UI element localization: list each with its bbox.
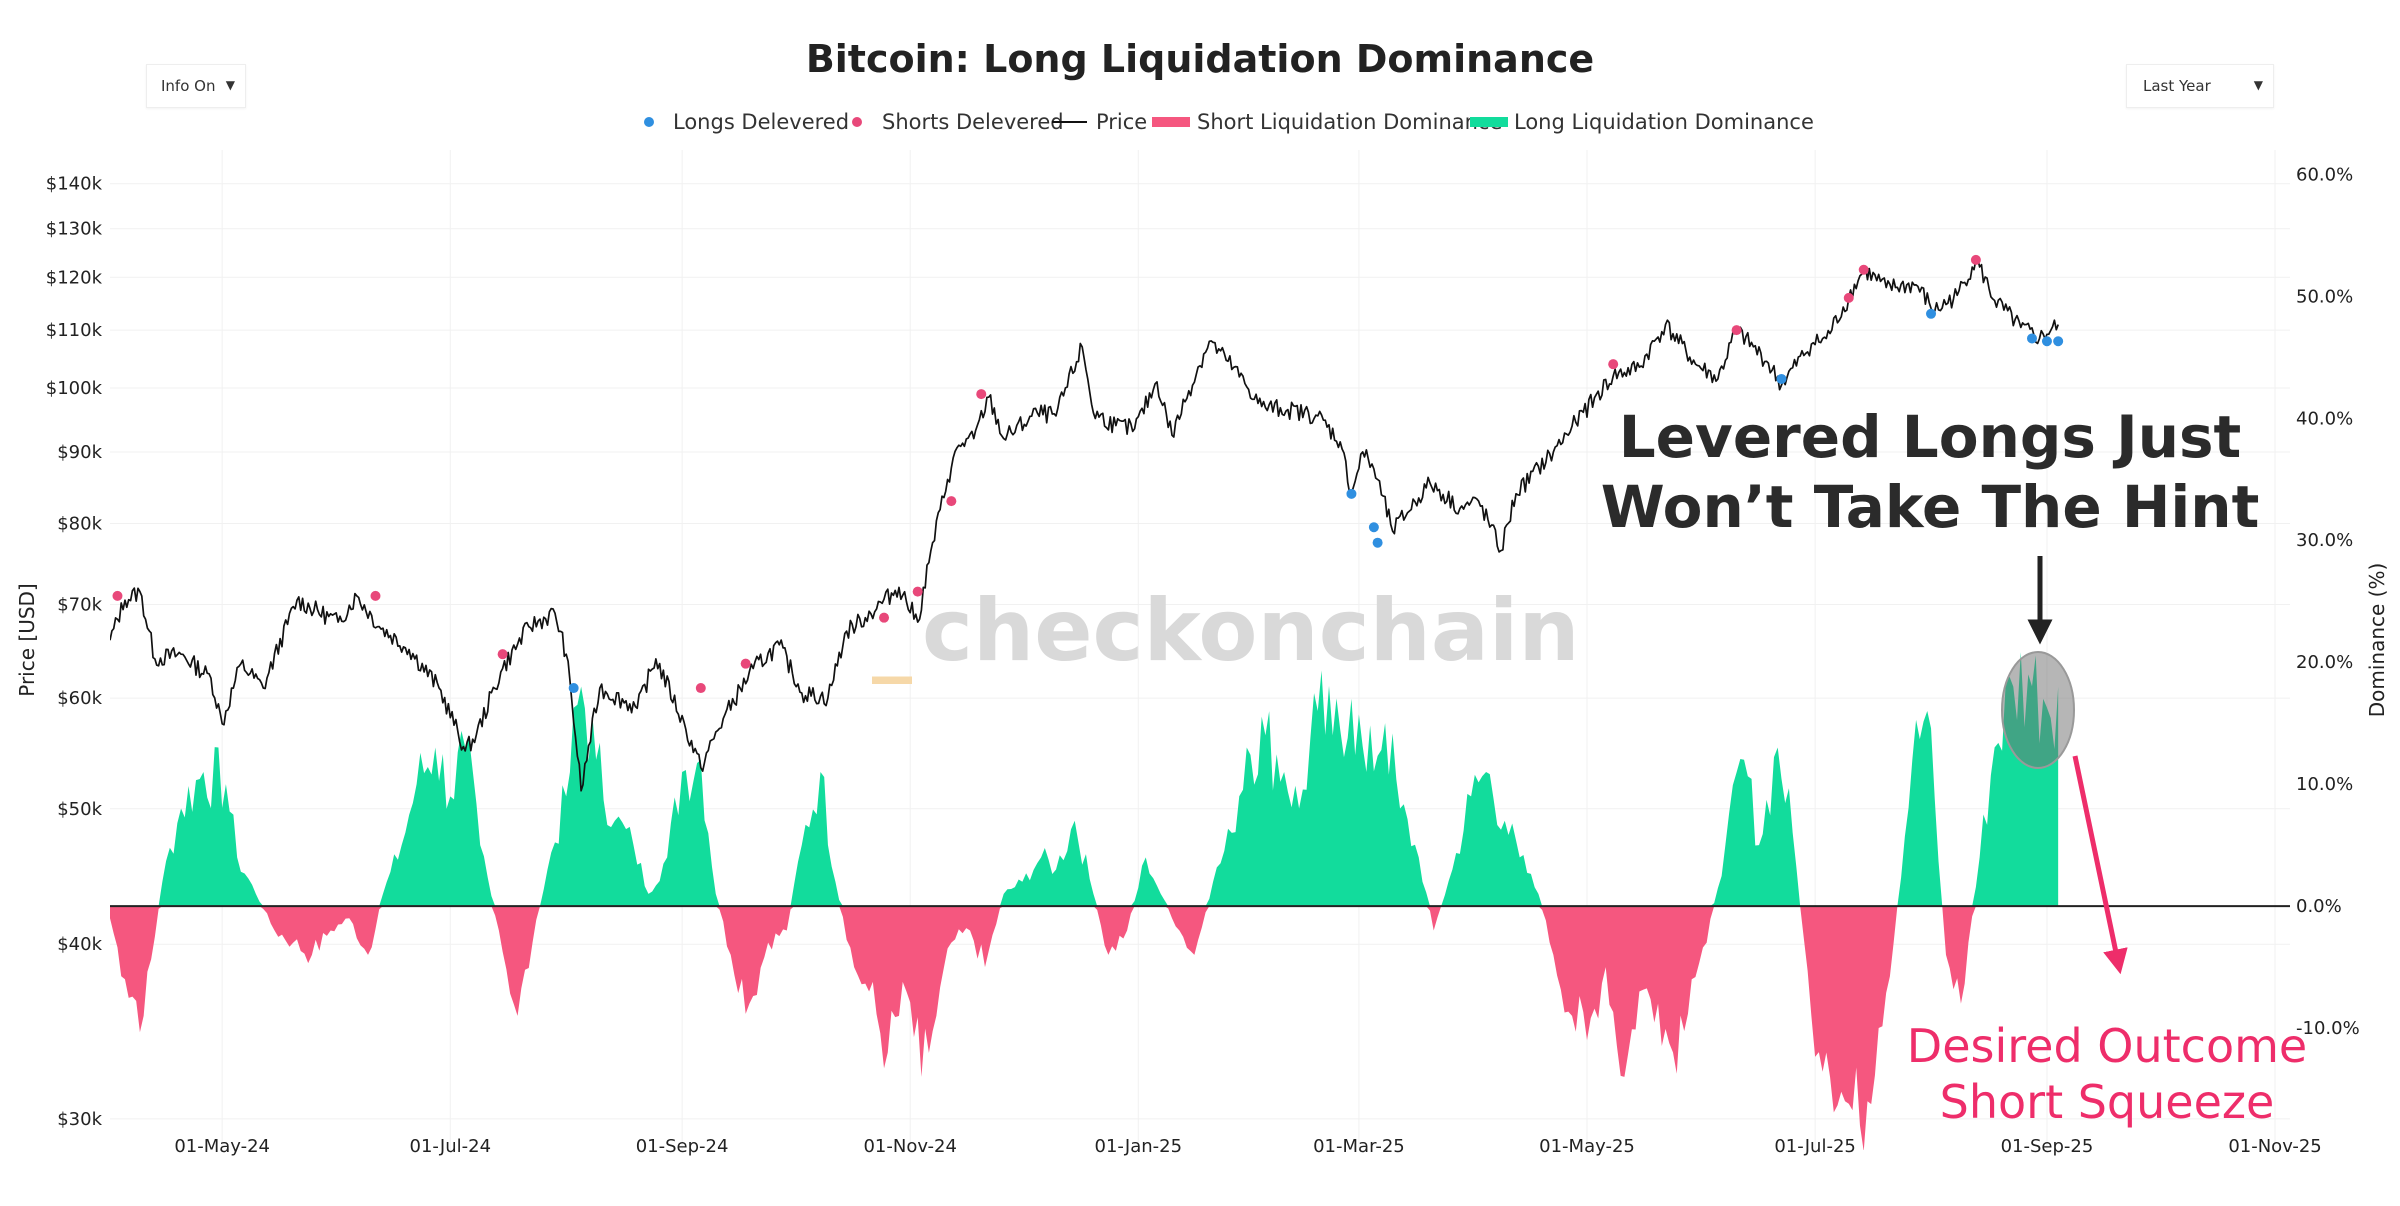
annotation-group: Levered Longs Just Won’t Take The Hint D… [1601,403,2308,1129]
longs-delevered-marker [1372,537,1383,548]
right-tick-label: 50.0% [2296,286,2353,307]
shorts-delevered-marker [946,496,957,507]
left-tick-label: $30k [57,1109,102,1130]
shorts-delevered-marker [497,649,508,660]
shorts-delevered-marker [112,590,123,601]
delevering-markers [112,254,2064,694]
shorts-delevered-marker [370,590,381,601]
left-axis-label: Price [USD] [15,583,39,697]
watermark-text: checkonchain [922,581,1580,681]
time-range-dropdown[interactable]: Last Year ▼ [2126,64,2274,108]
right-tick-label: 60.0% [2296,164,2353,185]
shorts-delevered-marker [976,389,987,400]
longs-delevered-marker [1368,522,1379,533]
shorts-delevered-marker [879,612,890,623]
right-axis-label: Dominance (%) [2365,563,2389,718]
left-tick-label: $120k [46,267,103,288]
x-tick-label: 01-Jan-25 [1095,1136,1183,1157]
dominance-areas [110,652,2059,1150]
chevron-down-icon: ▼ [225,78,235,92]
shorts-delevered-marker [1970,254,1981,265]
left-axis: $30k $40k $50k $60k $70k $80k $90k $100k $110k $1… [46,174,103,1130]
x-tick-label: 01-May-25 [1539,1136,1635,1157]
legend-label-longs: Longs Delevered [673,110,849,134]
info-toggle-label: Info On [161,77,216,95]
left-tick-label: $140k [46,174,103,195]
left-tick-label: $80k [57,513,102,534]
left-tick-label: $60k [57,688,102,709]
outcome-line-2: Short Squeeze [1940,1075,2275,1129]
longs-delevered-marker [1776,373,1787,384]
x-tick-label: 01-Nov-24 [863,1136,956,1157]
right-tick-label: -10.0% [2296,1018,2360,1039]
legend-swatch-short-liq [1152,117,1190,127]
right-tick-label: 30.0% [2296,530,2353,551]
right-tick-label: 10.0% [2296,774,2353,795]
left-tick-label: $110k [46,320,103,341]
left-tick-label: $70k [57,595,102,616]
right-axis: 60.0% 50.0% 40.0% 30.0% 20.0% 10.0% 0.0% -10.0% [2296,164,2360,1039]
shorts-delevered-marker [1608,359,1619,370]
outcome-line-1: Desired Outcome [1907,1019,2307,1073]
shorts-delevered-marker [740,658,751,669]
x-axis: 01-May-24 01-Jul-24 01-Sep-24 01-Nov-24 01-J… [174,1136,2321,1157]
right-tick-label: 20.0% [2296,652,2353,673]
legend-swatch-long-liq [1470,117,1508,127]
long-liquidation-dominance-area [110,652,2059,907]
x-tick-label: 01-Sep-24 [636,1136,729,1157]
legend-label-price: Price [1096,110,1147,134]
x-tick-label: 01-Jul-24 [410,1136,492,1157]
longs-delevered-marker [1346,488,1357,499]
highlight-ellipse [2001,651,2075,769]
headline-line-2: Won’t Take The Hint [1601,473,2260,541]
legend-marker-shorts [852,117,862,127]
x-tick-label: 01-Mar-25 [1313,1136,1405,1157]
time-range-label: Last Year [2143,77,2211,95]
left-tick-label: $40k [57,934,102,955]
x-tick-label: 01-Sep-25 [2001,1136,2094,1157]
legend-label-short-liq: Short Liquidation Dominance [1197,110,1502,134]
shorts-delevered-marker [695,683,706,694]
chart-title: Bitcoin: Long Liquidation Dominance [806,37,1594,81]
headline-line-1: Levered Longs Just [1619,403,2242,471]
legend-label-shorts: Shorts Delevered [882,110,1064,134]
chevron-down-icon: ▼ [2253,78,2263,92]
longs-delevered-marker [568,683,579,694]
right-tick-label: 40.0% [2296,408,2353,429]
squeeze-arrow [2072,755,2128,975]
longs-delevered-marker [2026,333,2037,344]
longs-delevered-marker [2053,336,2064,347]
legend-label-long-liq: Long Liquidation Dominance [1514,110,1814,134]
left-tick-label: $100k [46,378,103,399]
info-toggle-dropdown[interactable]: Info On ▼ [146,64,246,108]
shorts-delevered-marker [1858,264,1869,275]
x-tick-label: 01-Jul-25 [1774,1136,1856,1157]
x-tick-label: 01-May-24 [174,1136,270,1157]
longs-delevered-marker [2041,336,2052,347]
left-tick-label: $90k [57,442,102,463]
shorts-delevered-marker [912,586,923,597]
shorts-delevered-marker [1731,325,1742,336]
shorts-delevered-marker [1843,292,1854,303]
legend: Longs Delevered Shorts Delevered Price S… [644,110,1814,134]
x-tick-label: 01-Nov-25 [2228,1136,2321,1157]
left-tick-label: $50k [57,799,102,820]
longs-delevered-marker [1926,308,1937,319]
watermark-underscore: _ [872,591,912,684]
left-tick-label: $130k [46,219,103,240]
legend-marker-longs [644,117,654,127]
short-liquidation-dominance-area [110,906,2059,1150]
right-tick-label: 0.0% [2296,896,2342,917]
